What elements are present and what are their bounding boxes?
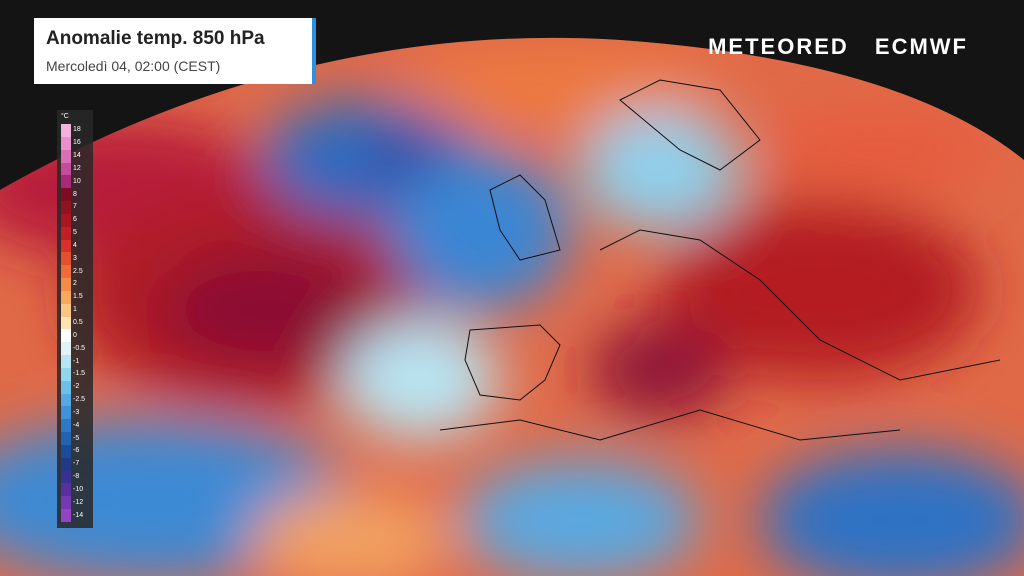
legend-swatch <box>61 239 71 253</box>
legend-label: 1.5 <box>73 293 83 301</box>
legend-swatch <box>61 201 71 215</box>
partner-logo: ECMWF <box>874 34 968 59</box>
legend-label: 10 <box>73 177 81 185</box>
legend-swatch <box>61 226 71 241</box>
legend-swatch <box>61 252 71 266</box>
legend-swatch <box>61 213 71 228</box>
legend-label: 14 <box>73 152 81 160</box>
title-box: Anomalie temp. 850 hPa Mercoledì 04, 02:… <box>34 18 316 84</box>
legend-swatch <box>61 175 71 189</box>
legend: °C 18 16 14 12 10 8 7 6 5 4 3 2.5 2 1.5 1 0.5 0 -0.5 -1 -1.… <box>57 110 93 528</box>
legend-label: 1 <box>73 306 77 314</box>
legend-swatch <box>61 419 71 433</box>
legend-swatch <box>61 329 71 343</box>
legend-swatch <box>61 265 71 279</box>
legend-swatch <box>61 136 71 151</box>
legend-label: 0.5 <box>73 319 83 326</box>
legend-swatch <box>61 303 71 318</box>
legend-label: -14 <box>73 511 84 519</box>
legend-swatch <box>61 444 71 459</box>
legend-swatch <box>61 162 71 176</box>
legend-label: 16 <box>73 139 81 147</box>
legend-label: 7 <box>73 203 77 211</box>
title: Anomalie temp. 850 hPa <box>46 28 265 49</box>
legend-label: -7 <box>73 460 80 468</box>
legend-label: 2.5 <box>73 267 83 275</box>
legend-swatch <box>61 124 71 138</box>
legend-label: 5 <box>73 229 77 237</box>
legend-label: -10 <box>73 485 84 493</box>
legend-label: 12 <box>73 164 81 172</box>
legend-label: 6 <box>73 216 77 224</box>
legend-label: 3 <box>73 254 77 262</box>
legend-swatch <box>61 393 71 407</box>
legend-swatch <box>61 470 71 484</box>
legend-swatch <box>61 483 71 497</box>
legend-swatch <box>61 342 71 356</box>
legend-label: -0.5 <box>73 344 86 352</box>
legend-label: -1.5 <box>73 370 86 378</box>
legend-label: 4 <box>73 241 77 249</box>
legend-swatch <box>61 380 71 395</box>
legend-swatch <box>61 290 71 305</box>
legend-label: -4 <box>73 421 80 429</box>
legend-label: -2.5 <box>73 396 86 404</box>
legend-label: 8 <box>73 190 77 198</box>
legend-label: -3 <box>73 408 80 416</box>
legend-label: 0 <box>73 331 77 339</box>
legend-swatch <box>61 509 71 523</box>
legend-swatch <box>61 496 71 510</box>
logos: METEORED ECMWF <box>690 34 968 60</box>
legend-label: -6 <box>73 447 80 455</box>
brand-logo: METEORED <box>708 34 849 59</box>
legend-label: 2 <box>73 280 77 288</box>
legend-swatch <box>61 457 71 472</box>
legend-label: -2 <box>73 383 80 391</box>
legend-label: -5 <box>73 434 80 442</box>
legend-swatch <box>61 316 71 330</box>
subtitle: Mercoledì 04, 02:00 (CEST) <box>46 58 221 74</box>
legend-swatch <box>61 355 71 369</box>
legend-label: -12 <box>73 498 84 506</box>
legend-swatch <box>61 149 71 163</box>
legend-swatch <box>61 432 71 446</box>
legend-label: -1 <box>73 357 80 365</box>
legend-swatch <box>61 367 71 382</box>
legend-label: 18 <box>73 126 81 134</box>
legend-swatch <box>61 278 71 292</box>
legend-swatch <box>61 188 71 202</box>
coastlines <box>439 79 1001 441</box>
legend-unit: °C <box>61 113 69 120</box>
legend-label: -8 <box>73 473 80 481</box>
legend-swatch <box>61 406 71 420</box>
